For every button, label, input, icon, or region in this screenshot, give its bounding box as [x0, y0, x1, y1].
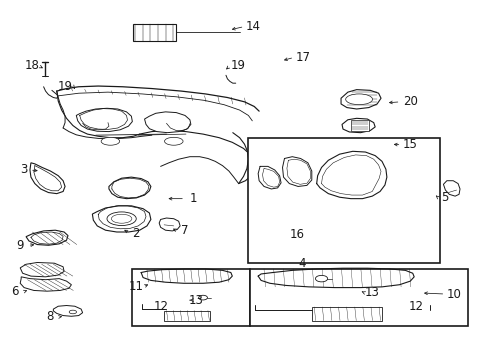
- Bar: [311, 307, 382, 320]
- Bar: [250, 269, 467, 326]
- Text: 4: 4: [298, 257, 305, 270]
- Ellipse shape: [315, 275, 327, 282]
- Ellipse shape: [111, 214, 132, 223]
- Text: 2: 2: [132, 226, 140, 239]
- Bar: [163, 311, 210, 320]
- Text: 20: 20: [402, 95, 417, 108]
- Text: 8: 8: [47, 310, 54, 324]
- Text: 12: 12: [154, 300, 169, 313]
- Text: 1: 1: [189, 192, 197, 205]
- Text: 17: 17: [295, 51, 310, 64]
- Text: 3: 3: [20, 163, 28, 176]
- Text: 11: 11: [128, 280, 143, 293]
- Text: 13: 13: [188, 294, 203, 307]
- Bar: [350, 121, 368, 131]
- Ellipse shape: [107, 212, 136, 226]
- Text: 5: 5: [440, 192, 447, 204]
- Text: 19: 19: [58, 80, 72, 93]
- Ellipse shape: [101, 137, 120, 145]
- Polygon shape: [144, 112, 190, 133]
- Text: 16: 16: [289, 228, 304, 241]
- Text: 7: 7: [181, 224, 188, 238]
- Text: 12: 12: [408, 300, 423, 313]
- Ellipse shape: [164, 137, 183, 145]
- Bar: [248, 138, 439, 263]
- Text: 15: 15: [402, 138, 417, 151]
- Polygon shape: [76, 108, 132, 132]
- Text: 10: 10: [446, 288, 461, 301]
- Text: 14: 14: [245, 20, 260, 33]
- Text: 18: 18: [25, 59, 40, 72]
- Text: 6: 6: [12, 285, 19, 298]
- Ellipse shape: [345, 94, 372, 105]
- Bar: [132, 269, 250, 326]
- Ellipse shape: [69, 310, 76, 314]
- Text: 9: 9: [17, 239, 24, 252]
- Ellipse shape: [198, 295, 207, 300]
- Bar: [133, 24, 176, 41]
- Text: 19: 19: [231, 59, 245, 72]
- Text: 13: 13: [364, 287, 379, 300]
